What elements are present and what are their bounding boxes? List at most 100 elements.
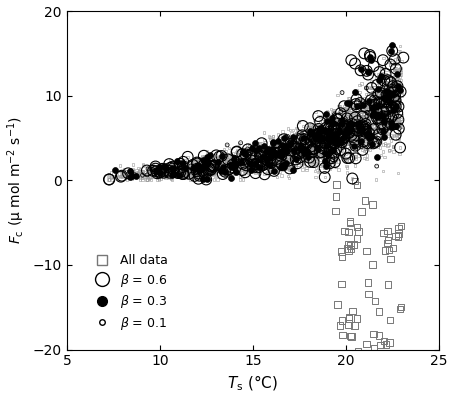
Point (377, 118, 385, 124)
Point (139, 172, 146, 179)
Point (267, 149, 274, 156)
Point (337, 132, 345, 139)
Point (383, 66, 390, 73)
Point (236, 165, 243, 171)
Point (364, 118, 371, 124)
Point (299, 132, 306, 138)
Point (242, 156, 250, 162)
Point (344, 132, 352, 138)
Point (273, 150, 280, 157)
Point (394, 83, 401, 89)
Point (253, 151, 260, 157)
Point (178, 164, 186, 171)
Point (385, 103, 392, 110)
Point (280, 161, 287, 168)
Point (391, 89, 398, 95)
Point (279, 154, 286, 161)
Point (313, 136, 321, 143)
Point (226, 171, 233, 177)
Point (335, 127, 342, 133)
Point (346, 95, 353, 101)
Point (396, 99, 404, 106)
Point (254, 162, 261, 168)
Point (311, 133, 318, 139)
Point (394, 55, 401, 62)
Point (331, 125, 338, 131)
Point (257, 158, 264, 164)
Point (222, 153, 229, 159)
Point (237, 140, 244, 146)
Point (318, 161, 326, 168)
Point (393, 68, 400, 75)
Point (290, 167, 297, 173)
Point (389, 102, 396, 108)
Point (202, 176, 210, 183)
Point (117, 173, 125, 179)
Point (224, 164, 231, 171)
Point (317, 142, 324, 148)
Point (298, 135, 305, 142)
Point (225, 166, 232, 173)
Point (394, 72, 401, 79)
Point (390, 81, 397, 88)
Point (208, 163, 216, 169)
Point (300, 153, 307, 160)
Point (173, 169, 180, 176)
Point (205, 156, 212, 162)
Point (322, 143, 329, 149)
Point (334, 103, 342, 109)
Point (271, 148, 278, 154)
Point (356, 92, 363, 99)
Point (368, 137, 375, 143)
Point (125, 172, 133, 178)
Point (377, 114, 384, 120)
Point (388, 81, 395, 88)
Point (384, 121, 391, 127)
Point (298, 142, 305, 148)
Point (341, 118, 348, 124)
Point (335, 132, 342, 138)
Point (218, 170, 226, 176)
Point (384, 83, 391, 89)
Point (240, 156, 247, 162)
Point (217, 167, 225, 173)
Point (371, 101, 379, 107)
Point (308, 163, 316, 169)
Point (386, 97, 393, 103)
Point (290, 133, 297, 140)
Point (394, 94, 401, 101)
Point (337, 103, 344, 110)
Point (341, 134, 348, 140)
Point (366, 106, 374, 112)
Point (353, 126, 360, 132)
Point (390, 79, 397, 86)
Point (389, 112, 396, 118)
Point (267, 162, 274, 168)
Point (133, 167, 140, 173)
Point (227, 156, 235, 162)
Point (330, 138, 337, 144)
Point (309, 146, 316, 153)
Point (187, 163, 194, 169)
Point (388, 114, 395, 120)
Point (308, 158, 315, 164)
Point (394, 94, 401, 101)
Point (193, 159, 201, 166)
Point (239, 167, 246, 173)
Point (256, 148, 263, 154)
Point (309, 154, 316, 160)
Point (393, 84, 400, 91)
Point (273, 149, 280, 156)
Point (191, 165, 198, 172)
Point (250, 154, 257, 161)
Point (254, 164, 261, 170)
Point (382, 89, 390, 95)
Point (226, 162, 233, 168)
Point (390, 67, 398, 73)
Point (348, 131, 355, 137)
Point (199, 176, 207, 183)
Point (332, 126, 339, 132)
Point (118, 174, 125, 180)
Point (301, 147, 308, 154)
Point (252, 158, 259, 164)
